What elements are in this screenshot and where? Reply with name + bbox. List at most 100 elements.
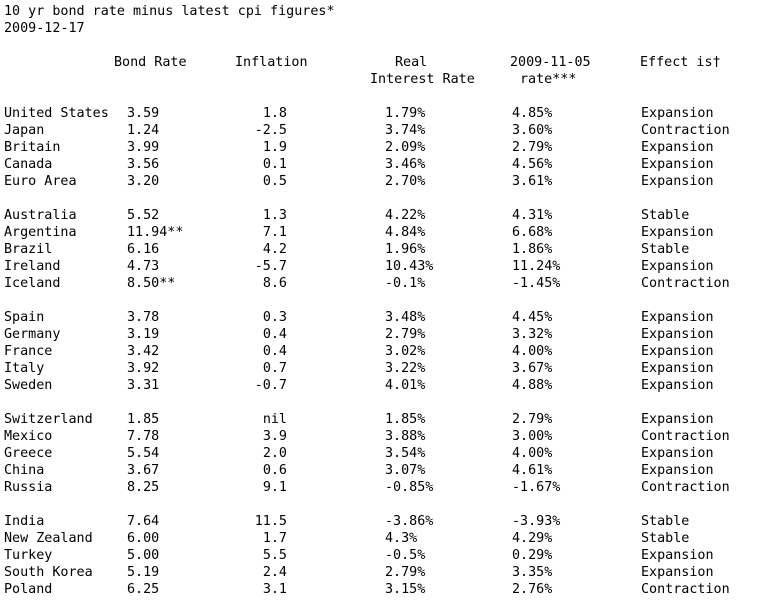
cell-country: New Zealand [4, 531, 93, 546]
cell-effect: Expansion [641, 106, 714, 121]
cell-effect: Contraction [641, 276, 730, 291]
cell-2009-11-05-rate: 3.32% [512, 327, 553, 342]
cell-effect: Expansion [641, 310, 714, 325]
cell-effect: Expansion [641, 327, 714, 342]
cell-real-interest-rate: -0.85% [385, 480, 434, 495]
cell-real-interest-rate: 3.46% [385, 157, 426, 172]
cell-inflation: 0.5 [262, 174, 287, 189]
cell-2009-11-05-rate: 3.35% [512, 565, 553, 580]
cell-bond-rate: 6.00 [127, 531, 160, 546]
column-header-2009-11-05: 2009-11-05 [510, 55, 591, 70]
cell-bond-rate: 8.25 [127, 480, 160, 495]
table-row: Russia 8.25 9.1 -0.85% -1.67% Contraction [0, 479, 761, 496]
cell-country: Ireland [4, 259, 61, 274]
column-header-inflation: Inflation [235, 55, 308, 70]
column-header-rate-note: rate*** [520, 72, 577, 87]
cell-effect: Expansion [641, 446, 714, 461]
cell-bond-rate: 1.24 [127, 123, 160, 138]
cell-2009-11-05-rate: 4.29% [512, 531, 553, 546]
cell-inflation: 4.2 [262, 242, 287, 257]
cell-bond-rate: 7.64 [127, 514, 160, 529]
cell-real-interest-rate: 1.85% [385, 412, 426, 427]
table-row: Australia 5.52 1.3 4.22% 4.31% Stable [0, 207, 761, 224]
column-header-bond-rate: Bond Rate [114, 55, 187, 70]
cell-real-interest-rate: 4.3% [385, 531, 418, 546]
cell-2009-11-05-rate: 4.61% [512, 463, 553, 478]
cell-inflation: 9.1 [262, 480, 287, 495]
cell-real-interest-rate: 2.79% [385, 565, 426, 580]
cell-real-interest-rate: 3.15% [385, 582, 426, 597]
cell-real-interest-rate: 3.54% [385, 446, 426, 461]
cell-inflation: 0.4 [262, 344, 287, 359]
cell-country: Argentina [4, 225, 77, 240]
table-row: Euro Area 3.20 0.5 2.70% 3.61% Expansion [0, 173, 761, 190]
cell-country: Poland [4, 582, 53, 597]
cell-inflation: 1.7 [262, 531, 287, 546]
cell-effect: Contraction [641, 582, 730, 597]
cell-2009-11-05-rate: 1.86% [512, 242, 553, 257]
cell-country: China [4, 463, 45, 478]
table-row: South Korea 5.19 2.4 2.79% 3.35% Expansion [0, 564, 761, 581]
cell-country: Canada [4, 157, 53, 172]
table-row: Mexico 7.78 3.9 3.88% 3.00% Contraction [0, 428, 761, 445]
cell-2009-11-05-rate: -1.45% [512, 276, 561, 291]
cell-2009-11-05-rate: 2.76% [512, 582, 553, 597]
cell-real-interest-rate: -3.86% [385, 514, 434, 529]
column-header-real: Real [395, 55, 428, 70]
cell-inflation: 1.8 [262, 106, 287, 121]
cell-2009-11-05-rate: 11.24% [512, 259, 561, 274]
cell-real-interest-rate: -0.5% [385, 548, 426, 563]
cell-real-interest-rate: 3.74% [385, 123, 426, 138]
cell-inflation: 2.0 [262, 446, 287, 461]
cell-real-interest-rate: 1.79% [385, 106, 426, 121]
cell-effect: Expansion [641, 548, 714, 563]
cell-country: Switzerland [4, 412, 93, 427]
cell-2009-11-05-rate: 2.79% [512, 412, 553, 427]
cell-inflation: 3.9 [262, 429, 287, 444]
title-text: 10 yr bond rate minus latest cpi figures… [4, 4, 335, 19]
cell-bond-rate: 8.50** [127, 276, 176, 291]
cell-effect: Stable [641, 514, 690, 529]
table-row: China 3.67 0.6 3.07% 4.61% Expansion [0, 462, 761, 479]
cell-inflation: 0.6 [262, 463, 287, 478]
cell-inflation: 5.5 [262, 548, 287, 563]
cell-country: Italy [4, 361, 45, 376]
cell-country: Sweden [4, 378, 53, 393]
cell-effect: Expansion [641, 565, 714, 580]
cell-real-interest-rate: 3.02% [385, 344, 426, 359]
cell-effect: Expansion [641, 344, 714, 359]
cell-real-interest-rate: 10.43% [385, 259, 434, 274]
cell-bond-rate: 3.56 [127, 157, 160, 172]
cell-2009-11-05-rate: 4.56% [512, 157, 553, 172]
cell-2009-11-05-rate: 3.00% [512, 429, 553, 444]
cell-country: Turkey [4, 548, 53, 563]
cell-inflation: 8.6 [262, 276, 287, 291]
cell-effect: Contraction [641, 480, 730, 495]
cell-bond-rate: 3.78 [127, 310, 160, 325]
cell-bond-rate: 5.52 [127, 208, 160, 223]
cell-bond-rate: 5.19 [127, 565, 160, 580]
cell-country: India [4, 514, 45, 529]
table-row: Canada 3.56 0.1 3.46% 4.56% Expansion [0, 156, 761, 173]
cell-real-interest-rate: 3.07% [385, 463, 426, 478]
table-row: United States 3.59 1.8 1.79% 4.85% Expansion [0, 105, 761, 122]
cell-2009-11-05-rate: 4.45% [512, 310, 553, 325]
cell-2009-11-05-rate: 4.85% [512, 106, 553, 121]
table-row: Germany 3.19 0.4 2.79% 3.32% Expansion [0, 326, 761, 343]
cell-real-interest-rate: 2.79% [385, 327, 426, 342]
cell-inflation: nil [262, 412, 287, 427]
cell-inflation: -2.5 [254, 123, 287, 138]
column-header-interest-rate: Interest Rate [370, 72, 475, 87]
cell-bond-rate: 3.31 [127, 378, 160, 393]
cell-2009-11-05-rate: -1.67% [512, 480, 561, 495]
table-row: Britain 3.99 1.9 2.09% 2.79% Expansion [0, 139, 761, 156]
table-row: Spain 3.78 0.3 3.48% 4.45% Expansion [0, 309, 761, 326]
cell-inflation: 1.9 [262, 140, 287, 155]
cell-bond-rate: 3.20 [127, 174, 160, 189]
cell-bond-rate: 4.73 [127, 259, 160, 274]
cell-2009-11-05-rate: 4.00% [512, 344, 553, 359]
cell-effect: Expansion [641, 174, 714, 189]
cell-inflation: 0.7 [262, 361, 287, 376]
cell-real-interest-rate: 2.09% [385, 140, 426, 155]
cell-real-interest-rate: 4.22% [385, 208, 426, 223]
